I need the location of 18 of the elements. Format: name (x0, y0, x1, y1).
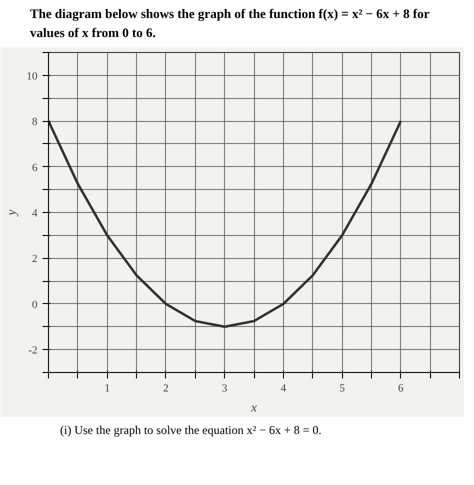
y-tick-label: -2 (28, 344, 38, 357)
y-tick-label: 0 (32, 299, 38, 312)
x-tick-label: 2 (163, 382, 169, 395)
text: (i) Use the graph to solve the equation x² − 6x + 8 = 0. (60, 422, 322, 440)
x-tick-label: 3 (222, 382, 228, 395)
x-tick-label: 1 (104, 382, 110, 395)
y-tick-label: 6 (32, 162, 38, 174)
chart-title: The diagram below shows the graph of the function f(x) = x² − 6x + 8 for values of x from 0 to 6. (30, 5, 430, 42)
line-series (48, 120, 402, 328)
x-tick-label: 6 (398, 382, 404, 395)
x-tick-label: 5 (339, 382, 346, 395)
y-tick-label: 8 (32, 116, 38, 128)
x-axis-title: x (250, 400, 258, 415)
y-tick-label: 4 (32, 208, 38, 220)
y-tick-label: 10 (26, 70, 38, 82)
y-axis-title: y (4, 210, 18, 218)
y-tick-label: 2 (32, 253, 38, 266)
x-tick-label: 4 (280, 382, 287, 395)
